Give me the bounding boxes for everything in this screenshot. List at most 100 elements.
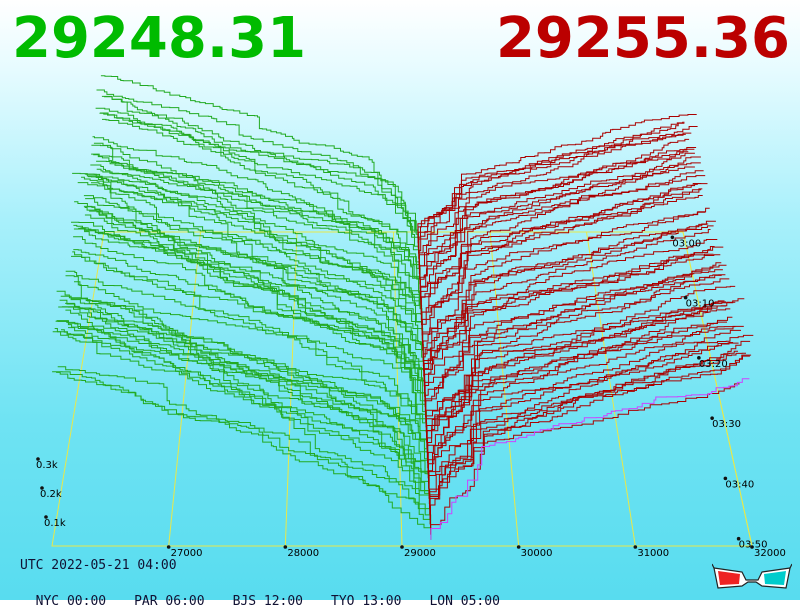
bid-depth-line [65,309,429,464]
tick-marker [283,545,288,549]
bid-depth-line [65,270,428,453]
grid-line-x [168,231,201,547]
ask-depth-line [418,132,692,254]
ask-depth-line [429,334,754,525]
ask-depth-line [424,254,721,407]
z-tick-label: 03:50 [739,540,768,551]
bid-depth-line [71,221,427,438]
bid-depth-line [84,214,424,356]
tick-marker [710,416,714,420]
timezone-tyo: TYO 13:00 [331,594,402,609]
ask-depth-line [423,239,718,377]
ask-depth-line [417,121,685,249]
bid-depth-line [74,201,426,412]
chart-grid [51,231,753,547]
tick-marker [400,545,404,549]
bid-depth-line [84,207,424,366]
x-tick-label: 29000 [404,548,436,559]
grid-line-x [586,231,636,547]
bid-depth-line [84,173,423,336]
bid-depth-line [96,168,421,285]
ask-depth-line [430,378,750,540]
tick-marker [750,545,754,549]
y-tick-label: 0.1k [44,518,66,529]
ask-depth-line [428,342,739,484]
x-tick-label: 28000 [287,548,319,559]
ask-depth-line [424,274,722,412]
ask-depth-line [423,225,714,372]
bid-depth-line [70,299,428,443]
ask-depth-line [425,300,725,428]
chart-labels: 27000 28000 29000 30000 31000 32000 0.1k 0.2k 0.… [36,235,786,559]
ask-depth-line [418,114,697,269]
bid-depth-line [73,228,426,402]
tick-marker [697,356,701,360]
ask-depth-line [418,138,690,259]
tick-marker [633,545,638,549]
bid-depth-line [91,153,421,290]
timezone-par: PAR 06:00 [134,594,205,609]
ask-depth-line [419,126,698,295]
bid-depth-line [56,320,430,499]
bid-depth-line [55,320,431,515]
ask-depth-line [418,151,689,264]
ask-depth-line [428,298,745,499]
bid-depth-line [100,75,420,254]
x-tick-label: 30000 [521,548,553,559]
ask-depth-line [427,342,734,474]
y-tick-label: 0.2k [40,489,62,500]
bid-depth-line [100,112,420,264]
timezone-list: NYC 00:00 PAR 06:00 BJS 12:00 TYO 13:00 LON … [20,579,528,609]
bid-depth-line [91,182,422,320]
bid-price: 29248.31 [12,6,307,71]
3d-glasses-icon[interactable] [712,560,792,592]
bid-depth-line [57,366,431,530]
ask-price: 29255.36 [495,6,790,71]
z-tick-label: 03:00 [672,238,701,249]
tick-marker [670,235,675,240]
timezone-lon: LON 05:00 [429,594,500,609]
ask-depth-line [422,229,711,366]
z-tick-label: 03:40 [725,479,754,490]
bid-depth-line [59,299,430,494]
ask-depth-line [423,253,714,382]
z-tick-label: 03:30 [712,419,741,430]
grid-line-x [682,231,753,547]
ask-depth-line [428,329,741,494]
tick-marker [516,545,521,549]
y-tick-label: 0.3k [36,460,58,471]
bid-depth-line [60,295,429,484]
bid-depth-line [52,331,431,520]
ask-depth-line [419,152,695,280]
x-tick-label: 27000 [171,548,203,559]
ask-depth-line [424,262,722,397]
timezone-nyc: NYC 00:00 [35,594,107,609]
ask-depth-line [421,188,703,326]
bid-depth-line [77,182,425,392]
bid-depth-line [89,210,423,341]
tick-marker [36,457,40,461]
ask-depth-line [419,147,697,285]
tick-marker [723,476,728,481]
bid-depth-line [56,290,430,489]
x-tick-label: 31000 [637,548,669,559]
bid-depth-line [71,255,426,397]
bid-depth-line [95,107,420,274]
ask-depth-line [425,301,726,433]
tick-marker [166,545,171,549]
tick-marker [683,295,688,300]
ask-depth-line [420,166,695,300]
grid-frame [51,231,753,547]
ask-depth-line [422,220,716,356]
bid-depth-line [54,328,432,535]
bid-depth-lines [52,75,432,540]
ask-depth-lines [417,114,754,540]
bid-depth-line [90,164,423,326]
tick-marker [44,515,48,519]
bid-depth-line [91,144,422,305]
ask-depth-line [429,340,751,515]
bid-depth-line [96,89,419,249]
bid-depth-line [81,176,425,377]
bid-depth-line [65,302,429,474]
